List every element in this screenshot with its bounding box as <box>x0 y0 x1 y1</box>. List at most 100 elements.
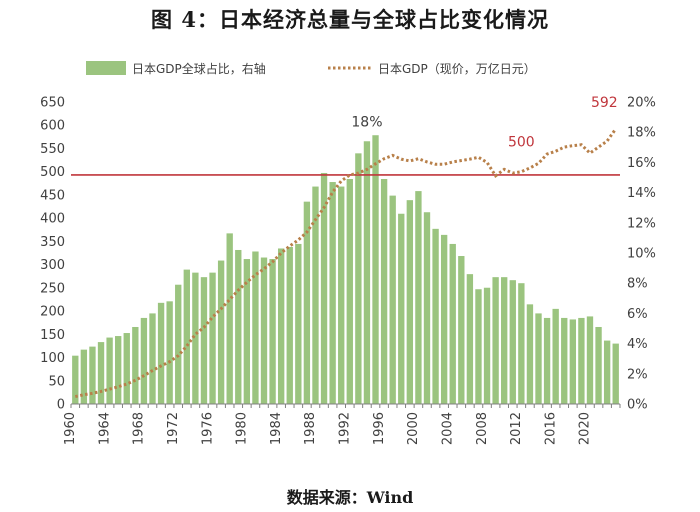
bar-2004 <box>449 243 456 404</box>
left-tick-label: 50 <box>48 374 65 389</box>
bar-2023 <box>612 343 619 404</box>
bar-2012 <box>518 283 525 404</box>
bar-2010 <box>501 277 508 404</box>
right-tick-label: 16% <box>627 156 656 171</box>
bar-2001 <box>423 212 431 404</box>
x-tick-label: 2020 <box>578 412 593 445</box>
bar-2003 <box>440 234 448 404</box>
line-series <box>74 128 617 399</box>
right-tick-label: 12% <box>627 216 656 231</box>
left-tick-label: 100 <box>40 351 65 366</box>
x-tick-label: 1972 <box>166 412 181 445</box>
bar-1990 <box>329 182 336 404</box>
left-tick-label: 0 <box>57 398 65 413</box>
bar-1998 <box>398 213 405 404</box>
bar-2020 <box>586 316 594 404</box>
bar-2014 <box>535 313 542 404</box>
bar-2011 <box>509 280 516 404</box>
left-tick-label: 250 <box>40 281 65 296</box>
bar-2000 <box>415 191 422 404</box>
bar-2005 <box>458 256 465 404</box>
bar-1999 <box>406 200 414 404</box>
right-tick-label: 18% <box>627 126 656 141</box>
x-tick-label: 1968 <box>132 412 147 445</box>
bar-1961 <box>80 349 88 404</box>
bar-1979 <box>235 249 242 404</box>
right-tick-label: 8% <box>627 277 648 292</box>
bar-2021 <box>595 326 602 404</box>
bar-1969 <box>149 313 156 404</box>
left-tick-label: 600 <box>40 119 65 134</box>
x-tick-label: 1964 <box>97 412 112 445</box>
bar-1991 <box>338 186 345 404</box>
bar-1976 <box>209 272 216 404</box>
bar-1989 <box>320 172 328 404</box>
bar-1993 <box>355 153 362 404</box>
chart-source: 数据来源：Wind <box>286 488 414 507</box>
legend: 日本GDP全球占比，右轴 日本GDP（现价，万亿日元） <box>86 61 536 76</box>
bar-1960 <box>72 355 79 404</box>
legend-line-label: 日本GDP（现价，万亿日元） <box>378 61 536 76</box>
x-tick-label: 2008 <box>475 412 490 445</box>
x-tick-label: 1988 <box>303 412 318 445</box>
right-tick-label: 20% <box>627 96 656 111</box>
bar-1978 <box>226 233 233 404</box>
left-tick-label: 500 <box>40 165 65 180</box>
bar-series <box>72 135 619 404</box>
x-tick-label: 1992 <box>338 412 353 445</box>
right-tick-label: 2% <box>627 367 648 382</box>
bar-2016 <box>552 308 559 404</box>
legend-bar-swatch <box>86 61 126 75</box>
bar-1995 <box>372 135 379 404</box>
bar-1992 <box>346 179 353 404</box>
right-tick-label: 10% <box>627 247 656 262</box>
x-tick-label: 1984 <box>269 412 284 445</box>
annotations: 18% 500 592 <box>351 95 617 151</box>
annotation-18pct: 18% <box>351 114 382 130</box>
x-tick-label: 2016 <box>543 412 558 445</box>
bar-1964 <box>106 337 113 404</box>
right-tick-label: 14% <box>627 186 656 201</box>
x-tick-label: 2004 <box>440 412 455 445</box>
right-tick-label: 0% <box>627 398 648 413</box>
gdp-line <box>74 128 617 399</box>
bar-1981 <box>252 251 259 404</box>
bar-2018 <box>569 319 576 404</box>
bar-2017 <box>561 317 568 404</box>
bar-1966 <box>123 333 130 404</box>
bar-1963 <box>97 342 105 404</box>
left-tick-label: 400 <box>40 212 65 227</box>
bar-2013 <box>526 304 534 404</box>
x-tick-label: 1960 <box>63 412 78 445</box>
bar-2015 <box>543 317 551 404</box>
axes: 0 50 100 150 200 250 300 350 400 450 500 550 600 650 0… <box>40 96 656 446</box>
bar-1967 <box>132 326 139 404</box>
bar-2002 <box>432 228 439 404</box>
right-tick-label: 4% <box>627 337 648 352</box>
bar-2008 <box>483 287 491 404</box>
bar-1977 <box>217 260 225 404</box>
bar-2009 <box>492 277 499 404</box>
bar-1988 <box>312 186 319 404</box>
x-tick-label: 2012 <box>509 412 524 445</box>
bar-1983 <box>269 259 276 404</box>
left-tick-label: 450 <box>40 188 65 203</box>
bar-1975 <box>200 277 208 404</box>
left-tick-label: 150 <box>40 328 65 343</box>
annotation-500: 500 <box>508 135 535 151</box>
bar-1985 <box>286 246 293 404</box>
bar-1984 <box>277 248 285 404</box>
bar-1986 <box>295 243 302 404</box>
bar-1997 <box>389 195 396 404</box>
bar-1965 <box>115 336 122 404</box>
annotation-592: 592 <box>591 95 618 111</box>
bar-1980 <box>243 259 251 404</box>
bar-1987 <box>303 201 311 404</box>
chart-title: 图 4：日本经济总量与全球占比变化情况 <box>151 7 549 32</box>
bar-2007 <box>475 289 482 404</box>
x-tick-label: 1996 <box>372 412 387 445</box>
bar-1970 <box>157 302 165 404</box>
bar-1996 <box>380 179 388 404</box>
bar-2022 <box>603 340 611 404</box>
bar-2019 <box>578 317 585 404</box>
